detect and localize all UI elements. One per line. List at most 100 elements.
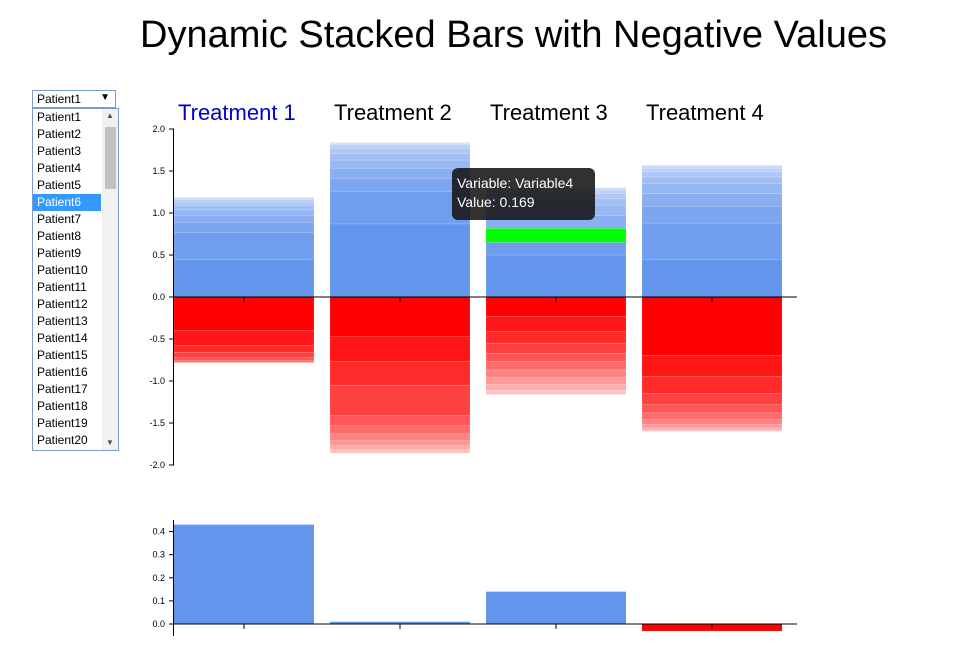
patient-option[interactable]: Patient13 [37, 314, 88, 328]
negative-segment [329, 425, 471, 435]
negative-segment [329, 384, 471, 416]
patient-option[interactable]: Patient14 [37, 331, 88, 345]
positive-segment [485, 242, 627, 256]
negative-segment [329, 449, 471, 454]
positive-segment [173, 232, 315, 260]
positive-segment [329, 190, 471, 225]
positive-segment [173, 196, 315, 199]
treatment-label[interactable]: Treatment 3 [490, 100, 608, 125]
positive-segment [329, 148, 471, 154]
patient-select[interactable]: Patient1 ▼ [32, 90, 116, 108]
positive-segment [641, 206, 783, 224]
patient-option[interactable]: Patient3 [37, 144, 82, 158]
patient-option[interactable]: Patient7 [37, 212, 82, 226]
positive-segment [641, 222, 783, 260]
negative-segment [641, 393, 783, 405]
y-tick-label: -1.0 [149, 376, 165, 386]
scrollbar[interactable]: ▲ ▼ [102, 109, 118, 450]
positive-segment [641, 164, 783, 167]
negative-segment [641, 430, 783, 432]
positive-segment [641, 168, 783, 173]
tooltip-variable: Variable: Variable4 [457, 175, 574, 191]
y-tick-label: -1.5 [149, 418, 165, 428]
negative-segment [173, 360, 315, 363]
negative-segment [485, 377, 627, 385]
negative-segment [173, 345, 315, 353]
patient-option[interactable]: Patient11 [37, 280, 87, 294]
chevron-down-icon[interactable]: ▼ [100, 92, 110, 103]
patient-option[interactable]: Patient16 [37, 365, 88, 379]
patient-dropdown-list[interactable]: Patient1 Patient2 Patient3 Patient4 Patient5… [32, 108, 119, 451]
negative-segment [641, 404, 783, 414]
negative-segment [641, 427, 783, 431]
patient-select-value: Patient1 [37, 92, 82, 106]
patient-option[interactable]: Patient10 [37, 263, 88, 277]
positive-segment [641, 176, 783, 184]
negative-segment [329, 296, 471, 337]
negative-segment [641, 419, 783, 425]
positive-segment [173, 258, 315, 298]
patient-option[interactable]: Patient4 [37, 161, 82, 175]
negative-segment [485, 316, 627, 332]
y-tick-label: -2.0 [149, 460, 165, 470]
negative-segment [485, 361, 627, 371]
negative-segment [173, 330, 315, 346]
patient-option[interactable]: Patient15 [37, 348, 88, 362]
patient-options: Patient1 Patient2 Patient3 Patient4 Patient5… [33, 109, 118, 449]
treatment-label[interactable]: Treatment 1 [178, 100, 296, 125]
negative-segment [485, 353, 627, 362]
positive-segment [641, 258, 783, 298]
negative-segment [329, 440, 471, 446]
patient-option[interactable]: Patient17 [37, 382, 88, 396]
negative-segment [641, 376, 783, 394]
scroll-up-icon[interactable]: ▲ [106, 111, 114, 120]
negative-segment [485, 369, 627, 378]
patient-option[interactable]: Patient8 [37, 229, 82, 243]
positive-segment [641, 171, 783, 178]
y-tick-label: 0.0 [152, 292, 165, 302]
negative-segment [641, 355, 783, 378]
positive-segment [173, 221, 315, 233]
negative-segment [641, 412, 783, 420]
positive-segment [641, 165, 783, 169]
patient-option[interactable]: Patient1 [37, 110, 82, 124]
patient-option[interactable]: Patient12 [37, 297, 88, 311]
patient-option[interactable]: Patient18 [37, 399, 88, 413]
positive-segment [329, 178, 471, 192]
difference-bar [174, 524, 314, 624]
y-tick-label: -0.5 [149, 334, 165, 344]
negative-segment [485, 389, 627, 395]
patient-option[interactable]: Patient6 [33, 194, 101, 211]
positive-segment [173, 199, 315, 203]
negative-segment [485, 342, 627, 354]
negative-segment [173, 357, 315, 362]
positive-segment [641, 193, 783, 207]
scroll-thumb[interactable] [105, 127, 116, 189]
negative-segment [485, 331, 627, 344]
patient-option[interactable]: Patient2 [37, 127, 82, 141]
patient-option[interactable]: Patient20 [37, 433, 88, 447]
treatment-label[interactable]: Treatment 2 [334, 100, 452, 125]
positive-segment [329, 159, 471, 169]
difference-bar [330, 621, 470, 624]
patient-option[interactable]: Patient9 [37, 246, 82, 260]
y-tick-label: 2.0 [152, 124, 165, 134]
positive-segment [173, 201, 315, 206]
small-y-tick-label: 0.4 [152, 527, 165, 537]
patient-option[interactable]: Patient5 [37, 178, 82, 192]
negative-segment [173, 352, 315, 358]
negative-segment [329, 336, 471, 362]
small-y-tick-label: 0.2 [152, 573, 165, 583]
scroll-down-icon[interactable]: ▼ [106, 438, 114, 447]
positive-segment [329, 153, 471, 161]
negative-segment [173, 296, 315, 331]
small-y-tick-label: 0.3 [152, 550, 165, 560]
positive-segment [173, 205, 315, 210]
positive-segment [329, 144, 471, 149]
positive-segment [173, 209, 315, 216]
small-y-tick-label: 0.1 [152, 596, 165, 606]
negative-segment [641, 424, 783, 429]
patient-option[interactable]: Patient19 [37, 416, 88, 430]
treatment-label[interactable]: Treatment 4 [646, 100, 764, 125]
positive-segment [329, 142, 471, 144]
